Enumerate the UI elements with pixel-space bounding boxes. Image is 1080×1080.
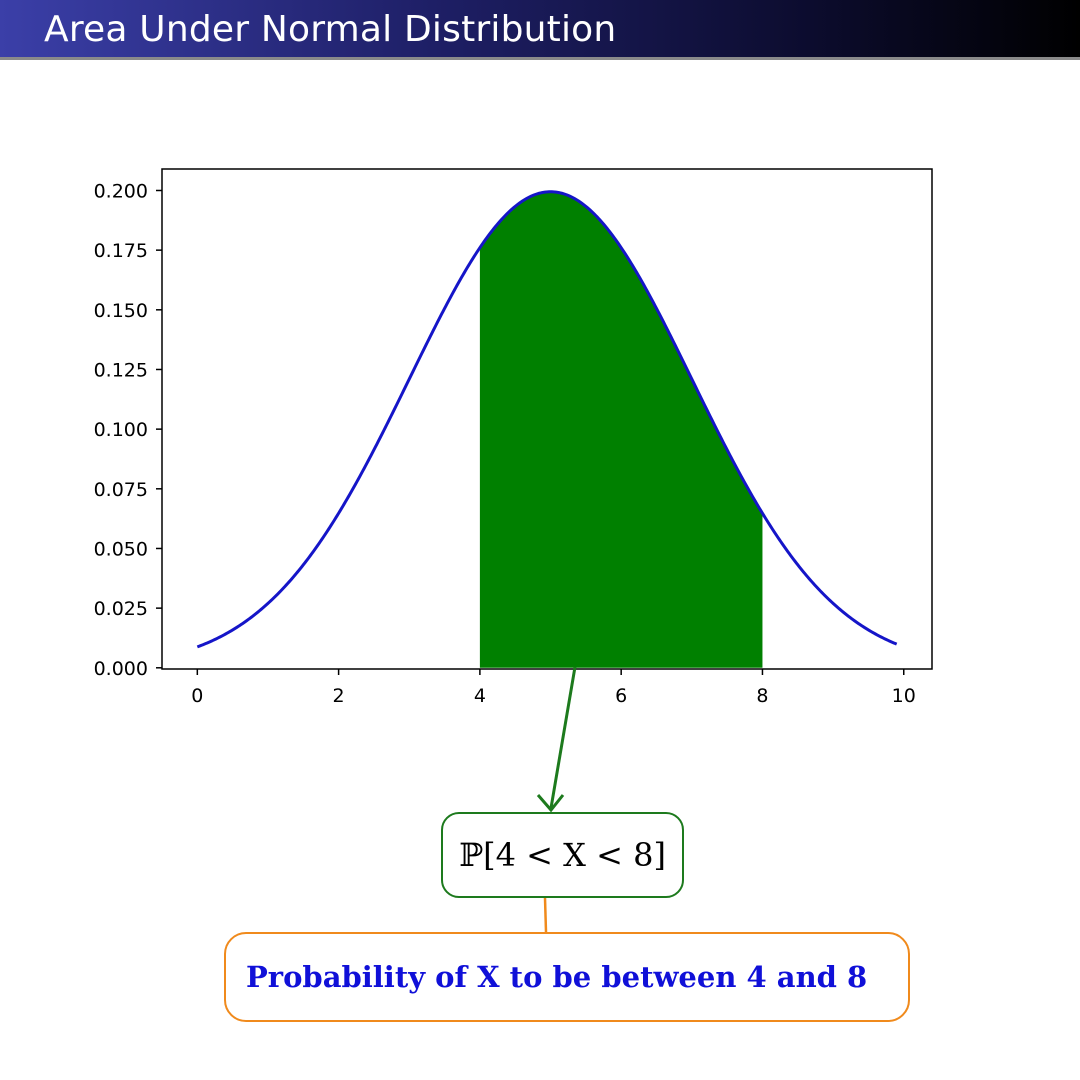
y-tick-label: 0.075 [94,479,148,501]
pointer-arrow [536,666,577,813]
plot-frame [161,168,933,670]
y-tick-label: 0.000 [94,658,148,680]
x-tick-label: 6 [615,685,627,707]
y-tick-label: 0.150 [94,300,148,322]
x-tick-label: 8 [756,685,768,707]
y-tick-label: 0.200 [94,180,148,202]
formula-text: ℙ[4 < X < 8] [459,836,666,874]
x-tick-label: 2 [333,685,345,707]
y-tick-label: 0.025 [94,598,148,620]
shaded-area [479,191,763,668]
note-text: Probability of X to be between 4 and 8 [246,960,868,994]
title-bar: Area Under Normal Distribution [0,0,1080,60]
note-box: Probability of X to be between 4 and 8 [224,932,910,1022]
y-tick-label: 0.050 [94,538,148,560]
connector-line [543,897,548,933]
density-curve [196,190,898,649]
formula-box: ℙ[4 < X < 8] [441,812,684,898]
y-tick-label: 0.100 [94,419,148,441]
x-tick-label: 10 [892,685,916,707]
x-tick-label: 4 [474,685,486,707]
y-tick-label: 0.125 [94,359,148,381]
slide-title: Area Under Normal Distribution [44,9,617,50]
x-tick-label: 0 [191,685,203,707]
y-tick-label: 0.175 [94,240,148,262]
